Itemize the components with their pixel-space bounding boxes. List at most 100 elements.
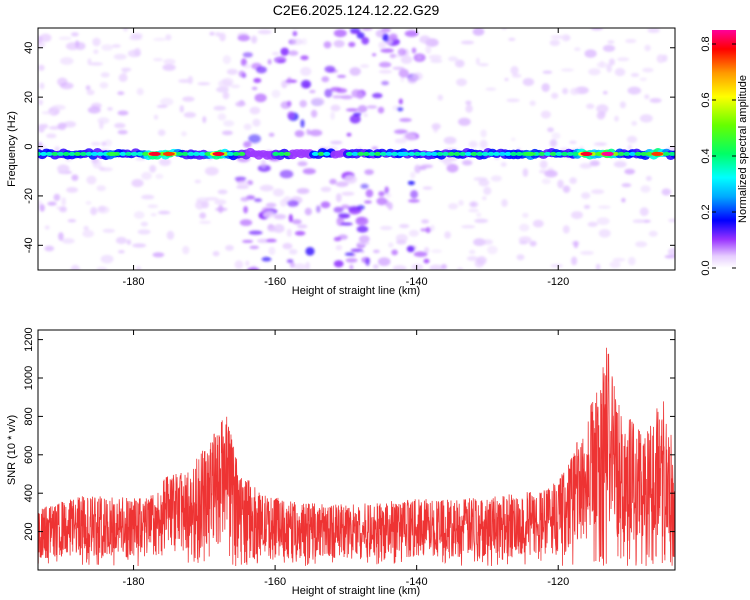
heatmap-speckle (400, 55, 413, 64)
heatmap-speckle (98, 205, 106, 212)
heatmap-speckle (100, 254, 114, 264)
heatmap-speckle (372, 53, 377, 57)
heatmap-speckle (336, 74, 347, 78)
heatmap-speckle (550, 35, 564, 39)
heatmap-speckle (249, 106, 261, 115)
heatmap-speckle (141, 171, 152, 180)
snr-x-axis: -180 -160 -140 -120 (123, 330, 569, 588)
heatmap-speckle (428, 54, 442, 60)
heatmap-speckle (417, 54, 422, 60)
ridge-cell (368, 151, 376, 156)
heatmap-speckle (267, 59, 272, 65)
heatmap-speckle (411, 263, 424, 270)
heatmap-speckle (98, 166, 105, 171)
heatmap-speckle (260, 159, 267, 169)
ridge-cell (663, 151, 670, 156)
heatmap-speckle (41, 111, 55, 115)
heatmap-speckle (201, 201, 209, 209)
heatmap-speckle (248, 134, 261, 144)
ridge-cell (510, 151, 518, 156)
heatmap-speckle (321, 76, 330, 83)
heatmap-speckle (573, 241, 579, 249)
heatmap-speckle (182, 245, 190, 255)
heatmap-speckle (305, 261, 311, 270)
heatmap-speckle (66, 187, 78, 193)
heatmap-speckle (361, 37, 370, 45)
heatmap-speckle (113, 53, 127, 60)
colorbar-gradient (712, 30, 736, 268)
ridge-cell (91, 151, 99, 156)
ridge-cell (408, 151, 416, 156)
heatmap-speckle (310, 97, 325, 106)
heatmap-speckle (587, 221, 598, 227)
ridge-cell (447, 151, 455, 156)
heatmap-speckle (44, 245, 55, 252)
heatmap-speckle (117, 110, 129, 116)
heatmap-speckle (39, 33, 52, 42)
heatmap-speckle (141, 194, 155, 200)
heatmap-speckle (408, 199, 420, 203)
y-tick-label: 40 (23, 42, 35, 54)
heatmap-speckle (294, 130, 305, 138)
heatmap-speckle (47, 201, 57, 206)
ridge-cell (193, 151, 200, 156)
heatmap-speckle (150, 213, 157, 217)
heatmap-speckle (581, 192, 591, 200)
heatmap-speckle (294, 263, 307, 270)
heatmap-speckle (131, 179, 144, 188)
heatmap-speckle (469, 201, 479, 208)
heatmap-speckle (560, 68, 575, 72)
heatmap-speckle (363, 113, 369, 118)
heatmap-speckle (163, 58, 176, 65)
heatmap-speckle (399, 118, 412, 122)
heatmap-speckle (490, 175, 502, 182)
heatmap-speckle (83, 225, 89, 231)
heatmap-speckle (248, 230, 263, 235)
heatmap-speckle (366, 105, 378, 109)
heatmap-speckle (46, 133, 57, 139)
heatmap-speckle (444, 231, 451, 239)
heatmap-speckle (58, 36, 72, 41)
heatmap-speckle (373, 249, 380, 254)
heatmap-speckle (458, 117, 471, 126)
heatmap-speckle (90, 142, 101, 146)
heatmap-speckle (596, 111, 606, 120)
heatmap-speckle (38, 99, 43, 106)
snr-y-axis-title: SNR (10 * v/v) (6, 415, 18, 485)
heatmap-speckle (591, 189, 605, 195)
ridge-cell (595, 151, 603, 156)
heatmap-speckle (606, 63, 612, 73)
heatmap-speckle (61, 197, 66, 206)
heatmap-speckle (268, 132, 275, 137)
heatmap-speckle (624, 168, 636, 175)
heatmap-speckle (121, 67, 132, 72)
heatmap-speckle (350, 30, 361, 34)
ridge-cell (130, 151, 138, 156)
heatmap-speckle (51, 104, 66, 111)
ridge-cell (464, 151, 472, 156)
heatmap-speckle (286, 259, 294, 264)
heatmap-speckle (92, 159, 102, 169)
spectrogram-y-axis: -40 -20 0 20 40 (23, 42, 675, 253)
heatmap-speckle (304, 82, 310, 88)
heatmap-speckle (71, 174, 79, 181)
heatmap-speckle (356, 225, 369, 233)
heatmap-speckle (430, 59, 443, 63)
heatmap-speckle (630, 73, 640, 77)
heatmap-speckle (261, 256, 272, 262)
ridge-cell (38, 151, 42, 156)
heatmap-speckle (609, 261, 621, 269)
ridge-cell (561, 151, 569, 156)
heatmap-speckle (57, 164, 70, 174)
heatmap-speckle (475, 57, 480, 65)
heatmap-speckle (240, 58, 247, 67)
heatmap-speckle (330, 111, 335, 120)
snr-y-axis: 200 400 600 800 1000 1200 (23, 327, 675, 541)
ridge-cell (572, 151, 580, 156)
colorbar-axis: 0.0 0.2 0.4 0.6 0.8 (700, 36, 736, 276)
heatmap-speckle (360, 183, 369, 189)
x-tick-label: -140 (406, 576, 428, 588)
ridge-hotspot (212, 151, 225, 156)
heatmap-speckle (482, 239, 493, 245)
heatmap-speckle (462, 159, 473, 166)
